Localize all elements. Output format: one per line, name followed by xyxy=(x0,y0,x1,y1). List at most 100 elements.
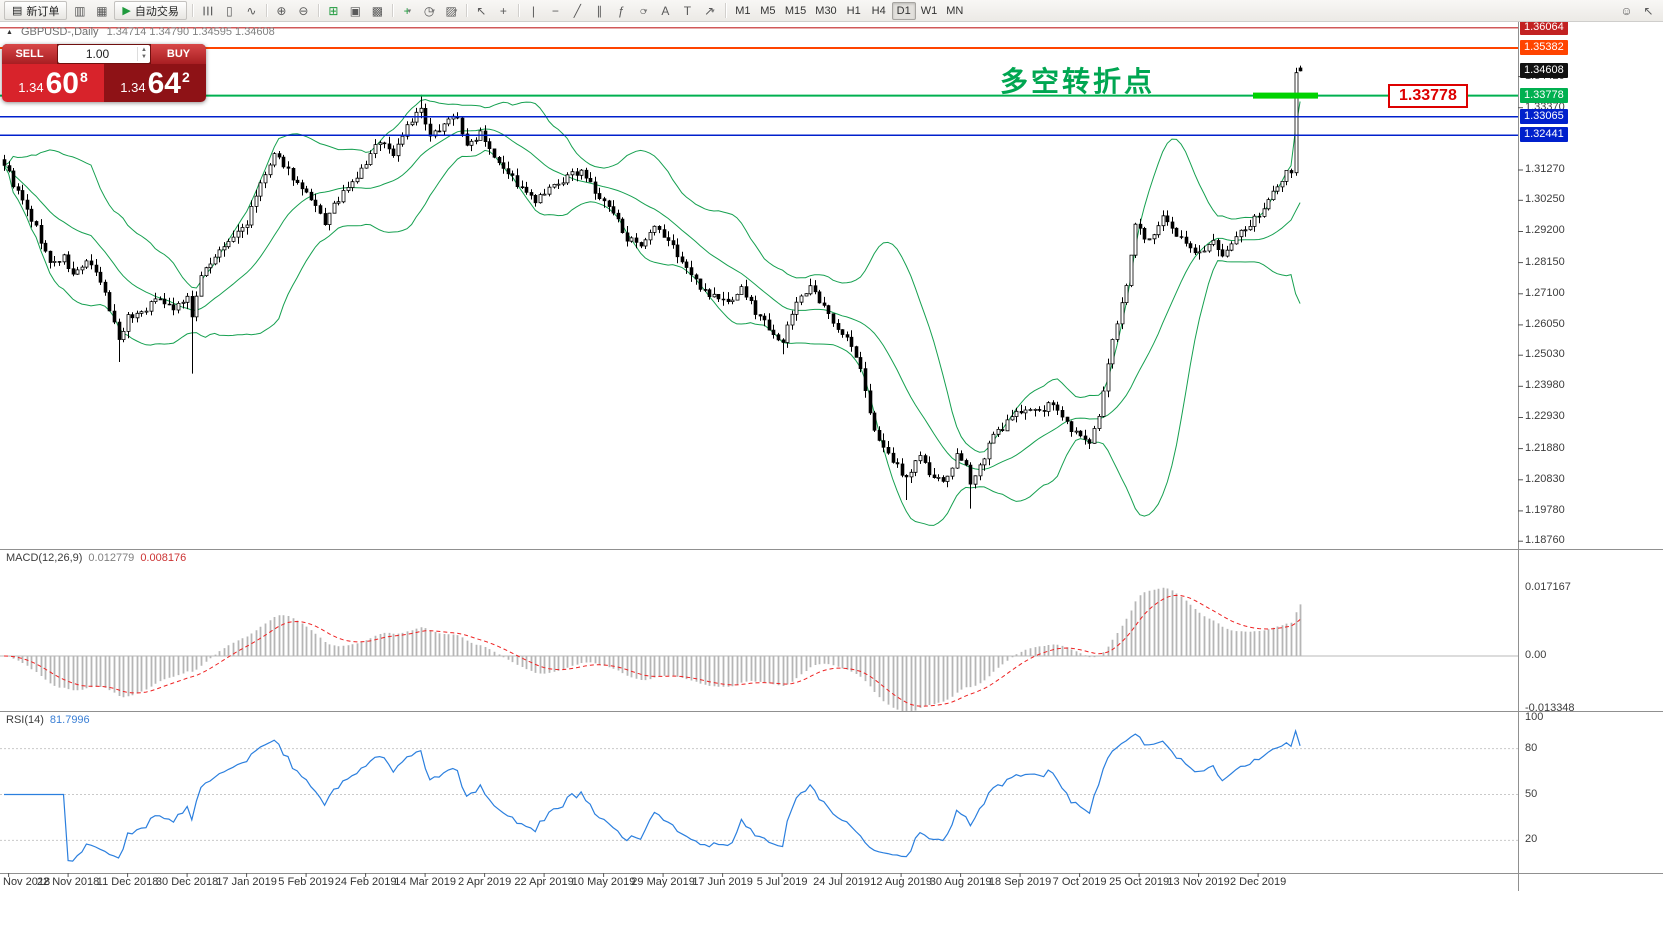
equidistant-channel-icon[interactable]: ∥ xyxy=(589,1,610,20)
candle-wicks xyxy=(4,65,1301,509)
cascade-windows-icon[interactable]: ▣ xyxy=(345,1,366,20)
community-icon[interactable]: ☺ xyxy=(1616,1,1637,20)
timeframe-button-d1[interactable]: D1 xyxy=(891,1,916,20)
cursor-icon[interactable]: ↖ xyxy=(471,1,492,20)
price-tick-label: 1.20830 xyxy=(1525,472,1565,485)
sell-button[interactable]: SELL xyxy=(2,44,57,64)
volume-increase-button[interactable]: ▲ xyxy=(141,47,147,53)
timeframe-button-w1[interactable]: W1 xyxy=(920,4,938,17)
vertical-line-icon[interactable]: | xyxy=(523,1,544,20)
bollinger-upper-line xyxy=(3,98,1301,453)
price-tick-label: 1.30250 xyxy=(1525,193,1565,206)
price-tag-1.36064: 1.36064 xyxy=(1520,19,1568,35)
timeframe-button-m15[interactable]: M15 xyxy=(784,4,807,17)
volume-input[interactable] xyxy=(58,47,137,61)
auto-trading-label: 自动交易 xyxy=(134,5,179,18)
date-label: 2 Apr 2019 xyxy=(457,876,512,888)
price-tick-label: 1.25030 xyxy=(1525,348,1565,361)
trade-panel-prices: 1.34 60 8 1.34 64 2 xyxy=(2,64,206,102)
tile-windows-icon[interactable]: ⊞ xyxy=(323,1,344,20)
timeframe-button-m5[interactable]: M5 xyxy=(760,4,776,17)
date-label: 30 Aug 2019 xyxy=(929,876,992,888)
profiles-icon[interactable]: ▦ xyxy=(91,1,112,20)
buy-button[interactable]: BUY xyxy=(151,44,206,64)
shapes-icon[interactable]: ○ ▾ xyxy=(633,1,654,20)
timeframe-button-h1[interactable]: H1 xyxy=(846,4,861,17)
date-label: 29 May 2019 xyxy=(631,876,695,888)
auto-trading-button[interactable]: ▶ 自动交易 xyxy=(114,1,187,20)
date-label: 17 Jan 2019 xyxy=(216,876,277,888)
macd-name: MACD(12,26,9) xyxy=(6,552,83,564)
buy-price-big: 64 xyxy=(147,67,181,100)
line-chart-type-icon[interactable]: ∿ xyxy=(241,1,262,20)
charts-window-icon-glyph: ▥ xyxy=(74,3,86,18)
new-order-button[interactable]: ▤ 新订单 xyxy=(4,1,68,20)
chart-title: ▲ GBPUSD-,Daily 1.34714 1.34790 1.34595 … xyxy=(6,26,275,38)
date-label: 10 May 2019 xyxy=(571,876,636,888)
periods-icon-glyph: ◷ xyxy=(423,3,435,18)
price-tick-label: 1.28150 xyxy=(1525,255,1565,268)
zoom-out-icon[interactable]: ⊖ xyxy=(293,1,314,20)
horizontal-line-icon[interactable]: − xyxy=(545,1,566,20)
support-highlight-segment[interactable] xyxy=(1253,92,1318,99)
arrange-windows-icon[interactable]: ▩ xyxy=(367,1,388,20)
dropdown-caret-icon: ▾ xyxy=(453,7,458,15)
price-tag-1.32441: 1.32441 xyxy=(1520,127,1568,143)
community-icon-glyph: ☺ xyxy=(1620,3,1633,18)
price-level-label[interactable]: 1.33778 xyxy=(1388,84,1468,108)
timeframe-button-h4[interactable]: H4 xyxy=(871,4,886,17)
pointer-mode-icon-glyph: ↖ xyxy=(1643,3,1654,18)
price-tick-label: 1.19780 xyxy=(1525,503,1565,516)
tile-windows-icon-glyph: ⊞ xyxy=(328,3,339,18)
volume-decrease-button[interactable]: ▼ xyxy=(141,54,147,60)
macd-main-value: 0.012779 xyxy=(88,552,135,564)
candlestick-chart-type-icon[interactable]: ▯ xyxy=(219,1,240,20)
text-label-icon[interactable]: T xyxy=(677,1,698,20)
trendline-icon-glyph: ╱ xyxy=(573,3,581,18)
pointer-mode-icon[interactable]: ↖ xyxy=(1638,1,1659,20)
date-label: Nov 2018 xyxy=(3,876,51,888)
periods-icon[interactable]: ◷ ▾ xyxy=(419,1,440,20)
arrows-icon[interactable]: ↗ ▾ xyxy=(699,1,720,20)
templates-icon-glyph: ▨ xyxy=(445,3,457,18)
date-label: 18 Sep 2019 xyxy=(988,876,1052,888)
bar-chart-type-icon-glyph: ☰ xyxy=(200,5,215,16)
zoom-in-icon[interactable]: ⊕ xyxy=(271,1,292,20)
bollinger-bands xyxy=(3,98,1301,526)
price-tick-label: 1.23980 xyxy=(1525,379,1565,392)
chart-annotation-text[interactable]: 多空转折点 xyxy=(1000,66,1156,97)
timeframe-button-m1[interactable]: M1 xyxy=(735,4,751,17)
sell-price-prefix: 1.34 xyxy=(18,80,44,95)
toolbar-standard-icons: ▥ ▦ xyxy=(69,1,112,20)
time-axis[interactable]: Nov 2018 22 Nov 2018 11 Dec 2018 30 Dec 201… xyxy=(0,876,1518,892)
date-label: 22 Apr 2019 xyxy=(514,876,574,888)
zoom-in-icon-glyph: ⊕ xyxy=(276,3,287,18)
fibonacci-icon[interactable]: ƒ xyxy=(611,1,632,20)
bullish-candle-bodies xyxy=(52,72,1299,485)
macd-scale-label: -0.013348 xyxy=(1525,701,1575,714)
rsi-scale-label: 20 xyxy=(1525,833,1538,846)
buy-price[interactable]: 1.34 64 2 xyxy=(104,64,206,102)
price-tick-label: 1.27100 xyxy=(1525,286,1565,299)
macd-indicator xyxy=(3,587,1302,711)
charts-window-icon[interactable]: ▥ xyxy=(69,1,90,20)
crosshair-icon[interactable]: + xyxy=(493,1,514,20)
text-icon[interactable]: A xyxy=(655,1,676,20)
trendline-icon[interactable]: ╱ xyxy=(567,1,588,20)
sell-price[interactable]: 1.34 60 8 xyxy=(2,64,104,102)
date-label: 17 Jun 2019 xyxy=(692,876,753,888)
profiles-icon-glyph: ▦ xyxy=(96,3,108,18)
bar-chart-type-icon[interactable]: ☰ xyxy=(197,1,218,20)
new-order-icon: ▤ xyxy=(12,5,23,17)
indicators-icon[interactable]: + ▾ xyxy=(397,1,418,20)
auto-trading-play-icon: ▶ xyxy=(122,5,131,17)
date-label: 12 Aug 2019 xyxy=(870,876,932,888)
date-label: 30 Dec 2018 xyxy=(155,876,219,888)
timeframe-button-mn[interactable]: MN xyxy=(946,4,964,17)
timeframe-button-m30[interactable]: M30 xyxy=(815,4,837,17)
toolbar-separator xyxy=(517,4,519,17)
rsi-value: 81.7996 xyxy=(49,714,90,726)
templates-icon[interactable]: ▨ ▾ xyxy=(441,1,462,20)
